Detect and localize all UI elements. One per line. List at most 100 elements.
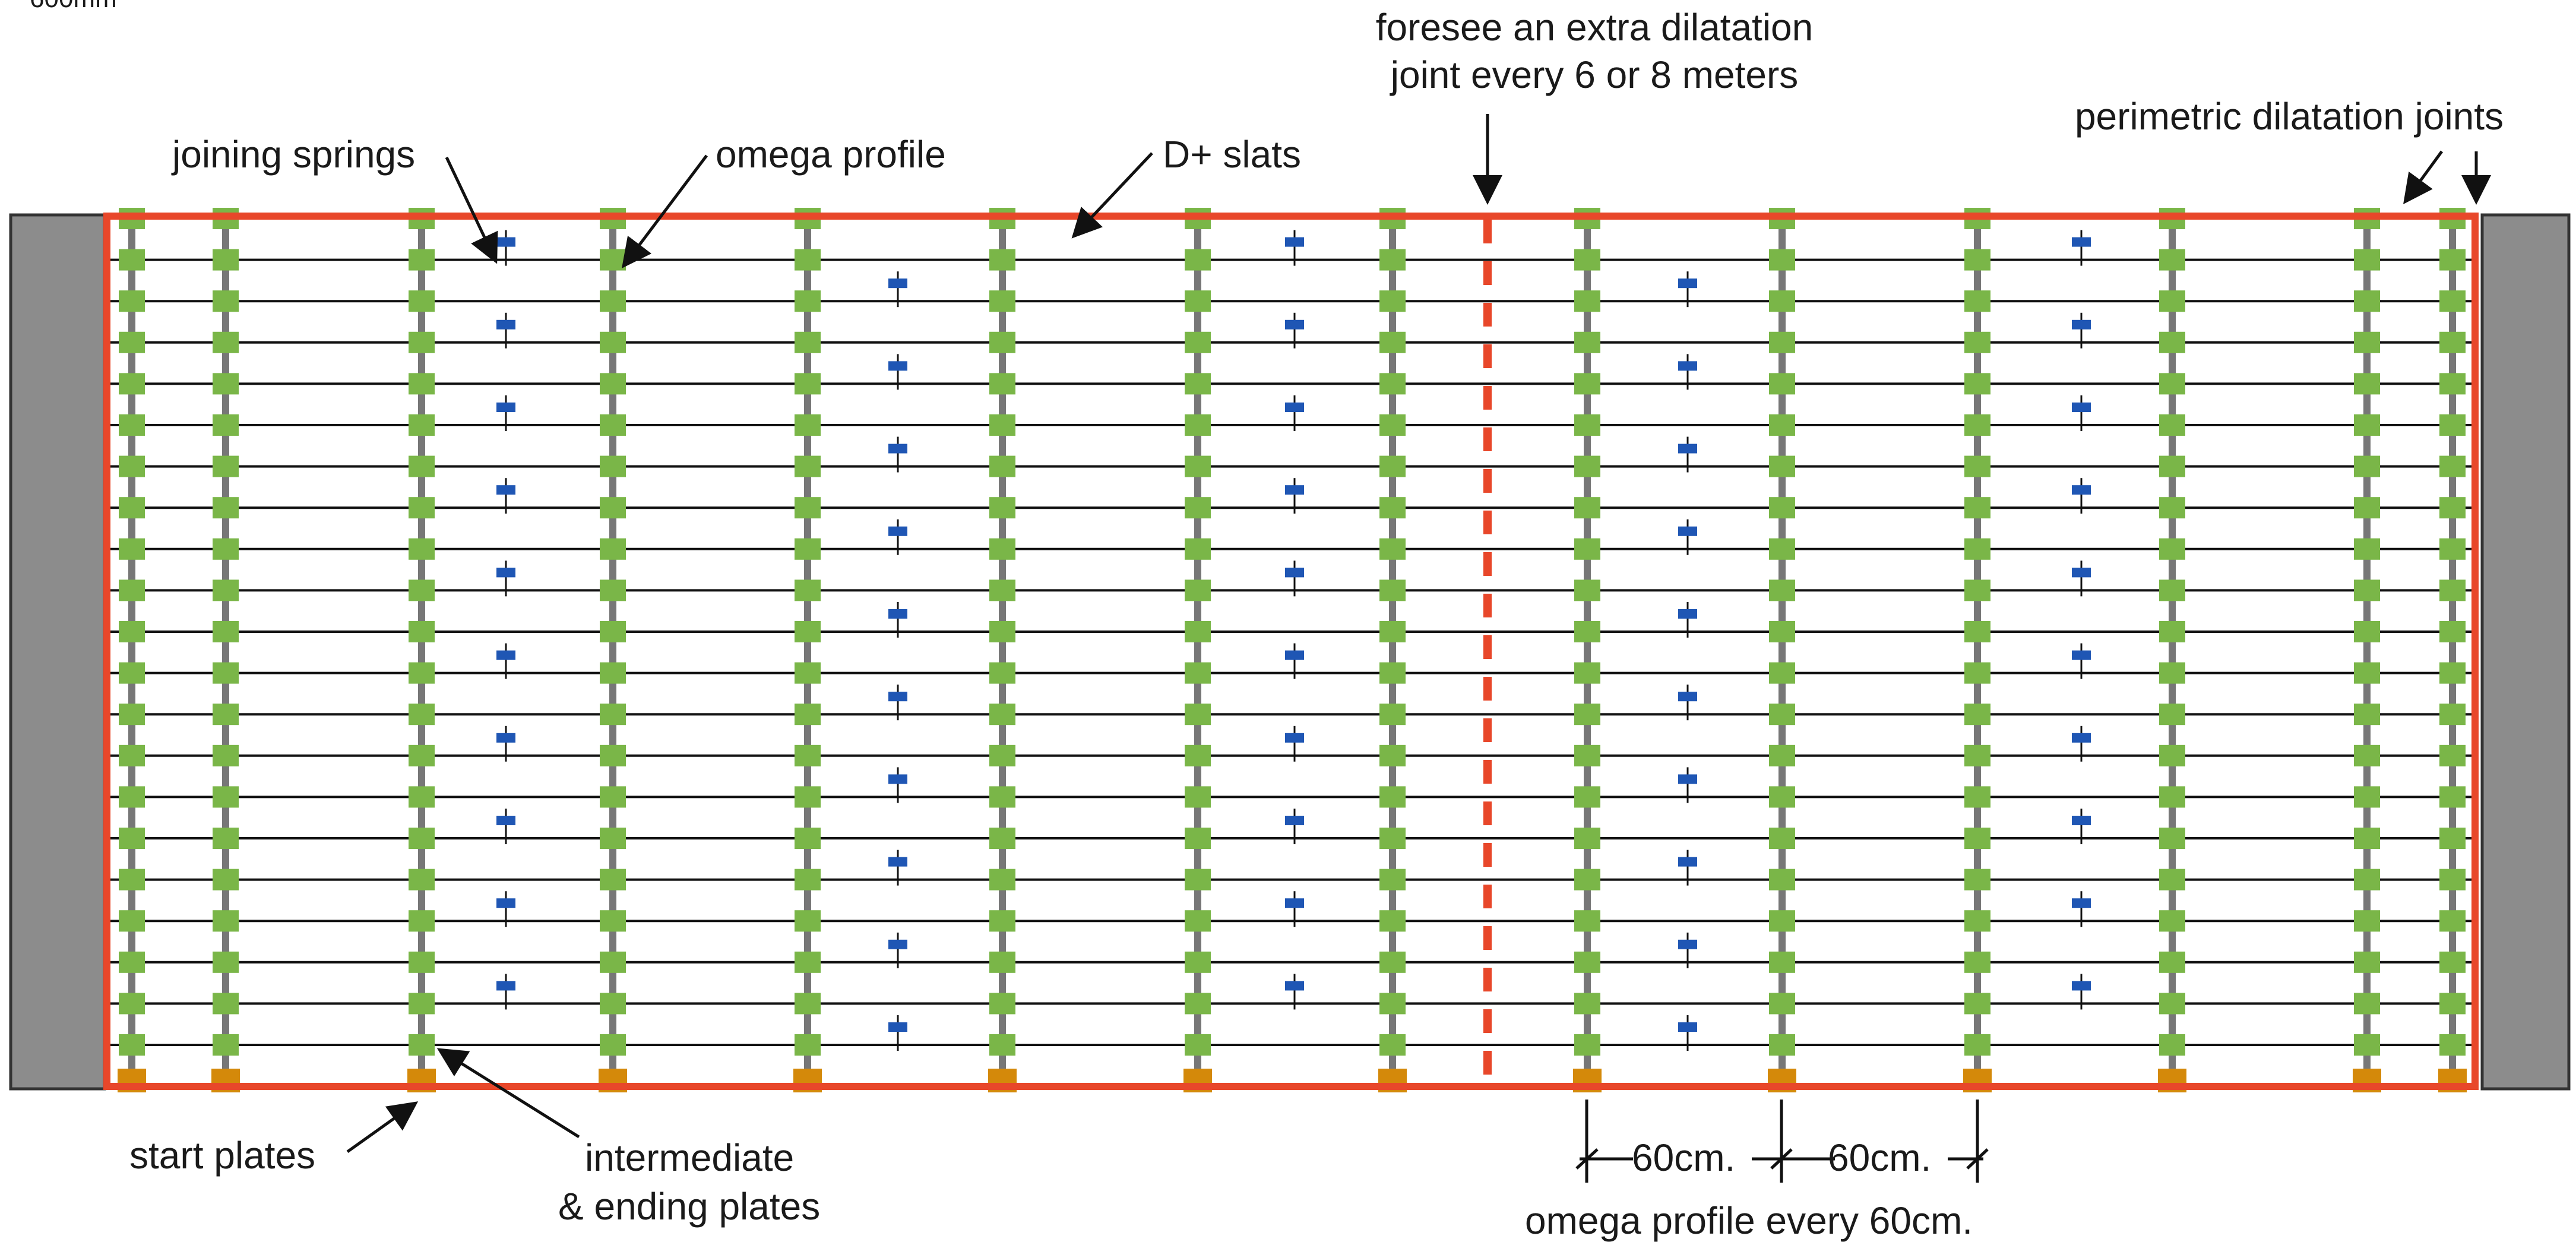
intermediate-plate (2354, 331, 2380, 353)
intermediate-plate (2354, 744, 2380, 766)
left-wall (9, 213, 106, 1091)
intermediate-plate (989, 704, 1015, 725)
joining-spring (1678, 939, 1697, 949)
intermediate-plate (600, 249, 626, 271)
intermediate-plate (1185, 744, 1211, 766)
joining-spring (1285, 898, 1304, 908)
intermediate-plate (2159, 414, 2185, 436)
spacing-label-1: 60cm. (1632, 1136, 1735, 1179)
plates (118, 208, 2467, 1092)
intermediate-plate (1379, 538, 1406, 560)
intermediate-plate (1964, 249, 1990, 271)
intermediate-plate (2354, 951, 2380, 973)
omega-every-label: omega profile every 60cm. (1525, 1199, 1973, 1242)
intermediate-plate (1769, 704, 1795, 725)
intermediate-plate (600, 1034, 626, 1056)
intermediate-plate (795, 662, 821, 684)
intermediate-plate (213, 249, 239, 271)
intermediate-plate (1574, 662, 1600, 684)
intermediate-plate (2439, 538, 2466, 560)
intermediate-plate (2159, 704, 2185, 725)
intermediate-plate (1964, 497, 1990, 519)
intermediate-plate (119, 993, 145, 1015)
intermediate-plate (795, 579, 821, 601)
intermediate-plate (1574, 910, 1600, 932)
intermediate-plate (1185, 951, 1211, 973)
intermediate-plate (2159, 497, 2185, 519)
intermediate-plate (1185, 1034, 1211, 1056)
intermediate-plate (409, 290, 435, 312)
joining-spring (1285, 568, 1304, 578)
joining-spring (888, 361, 907, 371)
intermediate-plate (1185, 331, 1211, 353)
omega-profile-label: omega profile (716, 133, 946, 176)
joining-spring (2072, 898, 2091, 908)
intermediate-plate (119, 704, 145, 725)
intermediate-plate (2354, 1034, 2380, 1056)
joining-spring (496, 403, 515, 412)
intermediate-plate (213, 1034, 239, 1056)
intermediate-plate (989, 331, 1015, 353)
intermediate-plate (989, 1034, 1015, 1056)
intermediate-plate (409, 538, 435, 560)
intermediate-plate (2354, 910, 2380, 932)
intermediate-plate (1185, 662, 1211, 684)
intermediate-plate (1769, 993, 1795, 1015)
intermediate-plate (213, 373, 239, 395)
start-plates-arrow (346, 1101, 419, 1154)
intermediate-plate (213, 828, 239, 849)
intermediate-plate (795, 290, 821, 312)
intermediate-plate (119, 373, 145, 395)
intermediate-plate (795, 497, 821, 519)
intermediate-plate (2159, 951, 2185, 973)
intermediate-plate (409, 579, 435, 601)
intermediate-plate (2439, 579, 2466, 601)
intermediate-plate (409, 1034, 435, 1056)
intermediate-plate (119, 828, 145, 849)
intermediate-plate (1964, 828, 1990, 849)
joining-spring (888, 692, 907, 702)
joining-spring (496, 981, 515, 991)
intermediate-plate (2159, 579, 2185, 601)
intermediate-plate (2439, 704, 2466, 725)
intermediate-plate (409, 331, 435, 353)
joining-spring (2072, 485, 2091, 495)
intermediate-plate (2354, 828, 2380, 849)
intermediate-plate (1185, 290, 1211, 312)
intermediate-plate (600, 704, 626, 725)
intermediate-plate (2354, 414, 2380, 436)
intermediate-plate (989, 249, 1015, 271)
joining-spring (1285, 981, 1304, 991)
intermediate-plate (989, 290, 1015, 312)
joining-spring (1678, 1022, 1697, 1032)
joining-spring (496, 319, 515, 329)
intermediate-plate (1379, 662, 1406, 684)
omega-profile-arrow (621, 154, 708, 268)
spacing-label-2: 60cm. (1828, 1136, 1931, 1179)
intermediate-plate (119, 290, 145, 312)
joining-spring (888, 774, 907, 784)
intermediate-plate (2439, 786, 2466, 808)
intermediate-plate (1964, 1034, 1990, 1056)
intermediate-plate (1964, 786, 1990, 808)
intermediate-plate (1964, 290, 1990, 312)
intermediate-plate (213, 290, 239, 312)
intermediate-plate (409, 869, 435, 891)
intermediate-plate (1769, 373, 1795, 395)
intermediate-plate (1379, 828, 1406, 849)
joining-spring (1285, 319, 1304, 329)
joining-spring (1678, 692, 1697, 702)
intermediate-plate (409, 951, 435, 973)
intermediate-plate (600, 414, 626, 436)
joining-spring (2072, 403, 2091, 412)
intermediate-plate (119, 455, 145, 477)
intermediate-plate (2354, 538, 2380, 560)
intermediate-plate (1769, 455, 1795, 477)
intermediate-plate (1574, 621, 1600, 642)
joining-spring (1285, 733, 1304, 743)
intermediate-plate (2354, 497, 2380, 519)
intermediate-plate (989, 662, 1015, 684)
intermediate-plate (1379, 951, 1406, 973)
intermediate-plate (409, 910, 435, 932)
intermediate-plate (213, 579, 239, 601)
